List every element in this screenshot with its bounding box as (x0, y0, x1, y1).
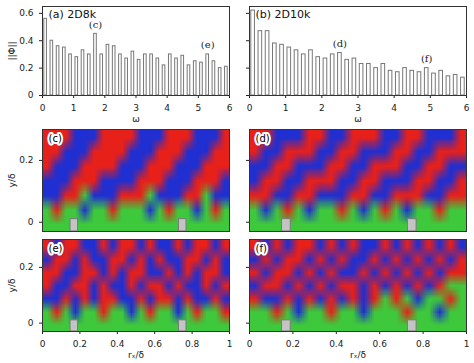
svg-text:(e): (e) (201, 39, 215, 50)
svg-text:1: 1 (464, 339, 470, 349)
svg-text:(c): (c) (88, 18, 103, 30)
svg-text:(d): (d) (256, 133, 270, 144)
svg-text:6: 6 (227, 103, 233, 113)
svg-text:0.2: 0.2 (19, 63, 33, 73)
svg-text:6: 6 (464, 103, 470, 113)
svg-text:0: 0 (40, 103, 46, 113)
svg-text:0: 0 (40, 339, 46, 349)
svg-text:y/δ: y/δ (7, 173, 17, 187)
svg-text:ω: ω (354, 114, 362, 124)
svg-text:rₓ/δ: rₓ/δ (350, 350, 367, 360)
svg-text:(a) 2D8k: (a) 2D8k (49, 8, 97, 21)
svg-text:0.4: 0.4 (329, 339, 344, 349)
svg-text:ω: ω (132, 114, 140, 124)
svg-text:2: 2 (319, 103, 325, 113)
svg-text:0: 0 (28, 90, 34, 100)
svg-text:(f): (f) (256, 243, 267, 254)
svg-text:0.6: 0.6 (19, 8, 34, 18)
svg-text:0.2: 0.2 (73, 339, 87, 349)
svg-text:0: 0 (247, 339, 253, 349)
svg-text:0.4: 0.4 (19, 36, 34, 46)
svg-text:||Φ||: ||Φ|| (7, 41, 17, 60)
svg-text:0: 0 (28, 318, 34, 328)
svg-text:(f): (f) (421, 53, 433, 64)
svg-text:0.2: 0.2 (19, 262, 33, 272)
svg-text:(c): (c) (49, 133, 62, 144)
svg-text:0.4: 0.4 (110, 339, 125, 349)
svg-text:1: 1 (227, 339, 233, 349)
svg-text:4: 4 (164, 103, 170, 113)
svg-text:y/δ: y/δ (7, 278, 17, 292)
svg-text:(d): (d) (333, 38, 347, 49)
svg-text:0.2: 0.2 (286, 339, 300, 349)
svg-text:3: 3 (355, 103, 361, 113)
svg-text:1: 1 (71, 103, 77, 113)
svg-text:0.6: 0.6 (148, 339, 163, 349)
svg-text:0: 0 (28, 217, 34, 227)
svg-text:0.8: 0.8 (416, 339, 431, 349)
svg-text:0: 0 (247, 103, 253, 113)
svg-text:2: 2 (102, 103, 108, 113)
svg-text:5: 5 (427, 103, 433, 113)
svg-text:0.8: 0.8 (185, 339, 200, 349)
svg-text:(e): (e) (49, 243, 63, 254)
svg-text:rₓ/δ: rₓ/δ (128, 350, 145, 360)
svg-text:3: 3 (133, 103, 139, 113)
svg-text:0.6: 0.6 (373, 339, 388, 349)
svg-text:0.2: 0.2 (19, 155, 33, 165)
svg-text:5: 5 (195, 103, 201, 113)
svg-text:4: 4 (391, 103, 397, 113)
svg-text:1: 1 (283, 103, 289, 113)
svg-text:(b) 2D10k: (b) 2D10k (256, 8, 312, 21)
